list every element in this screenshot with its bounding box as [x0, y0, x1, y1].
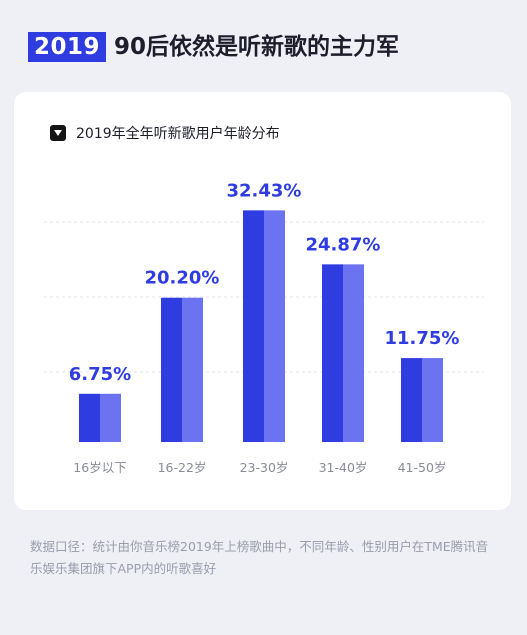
year-badge: 2019: [28, 32, 107, 62]
bar-1-light: [100, 393, 121, 442]
bar-2-dark: [161, 297, 182, 442]
value-label-1: 6.75%: [69, 364, 131, 385]
value-label-3: 32.43%: [227, 180, 302, 201]
bar-chart: 6.75% 16岁以下 20.20% 16-22岁 32.43% 23-30岁 24.87%…: [44, 180, 484, 475]
chart-legend: 2019年全年听新歌用户年龄分布: [50, 123, 280, 143]
data-source-note: 数据口径：统计由你音乐榜2019年上榜歌曲中，不同年龄、性别用户在TME腾讯音乐…: [30, 539, 489, 576]
chevron-down-icon: [50, 125, 66, 141]
bar-4-light: [343, 264, 364, 442]
headline: 2019 90后依然是听新歌的主力军: [28, 32, 399, 62]
bar-5-light: [422, 358, 443, 442]
x-tick-label-2: 16-22岁: [158, 460, 207, 475]
value-label-4: 24.87%: [306, 234, 381, 255]
bar-1-dark: [79, 393, 100, 442]
bar-4-dark: [322, 264, 343, 442]
x-tick-label-5: 41-50岁: [398, 460, 447, 475]
x-tick-label-4: 31-40岁: [319, 460, 368, 475]
x-tick-label-3: 23-30岁: [240, 460, 289, 475]
bar-2-light: [182, 297, 203, 442]
bar-5-dark: [401, 358, 422, 442]
value-label-2: 20.20%: [145, 268, 220, 289]
chart-title: 2019年全年听新歌用户年龄分布: [76, 126, 280, 142]
bar-3-light: [264, 210, 285, 442]
page-title: 90后依然是听新歌的主力军: [114, 34, 400, 60]
chart-card: 2019年全年听新歌用户年龄分布 6.75% 16岁以下 20.20% 16-22岁 3…: [14, 92, 511, 510]
value-label-5: 11.75%: [385, 328, 460, 349]
x-tick-label-1: 16岁以下: [73, 460, 126, 475]
bar-3-dark: [243, 210, 264, 442]
